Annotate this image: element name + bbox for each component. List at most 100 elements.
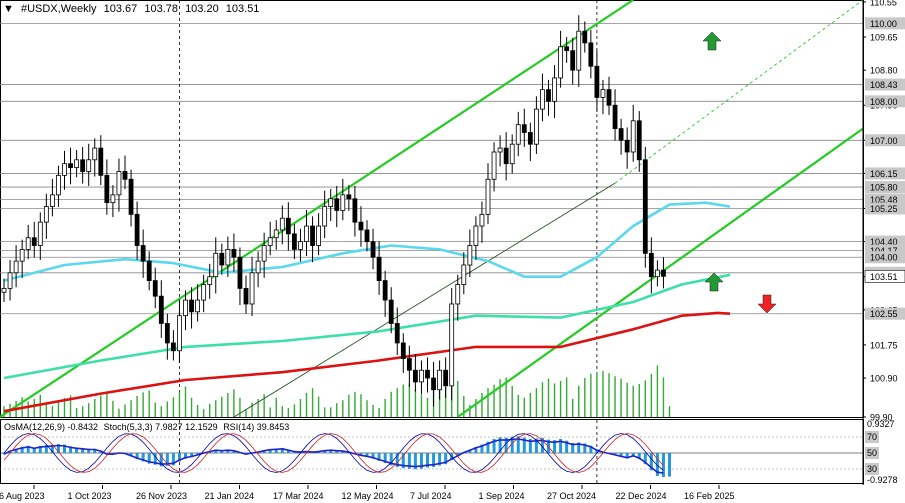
candle — [285, 202, 291, 251]
candle — [62, 150, 67, 190]
current-price-label: 103.51 — [870, 272, 898, 282]
candle-body — [455, 284, 461, 305]
candle-body — [1, 287, 7, 293]
candle — [382, 270, 388, 317]
candle — [352, 185, 358, 237]
candle — [443, 357, 449, 398]
candle-body — [267, 237, 273, 246]
subwindow-level-tag — [865, 431, 879, 443]
candle — [376, 241, 382, 296]
candle-body — [170, 342, 176, 352]
candle — [467, 229, 473, 278]
candle-body — [255, 260, 261, 274]
candle — [540, 73, 545, 122]
candle-body — [364, 229, 370, 243]
current-price-tag — [864, 270, 905, 283]
candle — [170, 330, 176, 361]
candle-body — [322, 206, 328, 227]
level-price-label: 106.15 — [870, 169, 898, 179]
ema-line-slow — [3, 311, 731, 413]
candle — [25, 224, 31, 260]
candle — [219, 243, 225, 275]
time-tick-label: 22 Dec 2024 — [616, 491, 667, 501]
triangle-down-icon[interactable]: ▼ — [3, 3, 14, 15]
candle-body — [491, 151, 497, 180]
time-tick-label: 1 Sep 2024 — [479, 491, 525, 501]
candle-body — [189, 299, 194, 313]
candle — [449, 288, 455, 401]
candle-body — [201, 284, 207, 301]
candle — [515, 111, 521, 157]
candle — [80, 146, 86, 184]
stoch-signal-line — [3, 433, 664, 473]
candle-body — [558, 46, 563, 79]
candle — [431, 362, 436, 407]
candle — [636, 111, 642, 172]
osma-label: OsMA(12,26,9) -0.8432 — [4, 422, 99, 432]
level-price-label: 110.00 — [870, 19, 897, 29]
candle-body — [425, 369, 430, 379]
subwindow-labels: OsMA(12,26,9) -0.8432 Stoch(5,3,3) 7.982… — [4, 422, 292, 432]
level-price-label: 108.00 — [870, 97, 898, 107]
candle-body — [80, 159, 86, 172]
candle — [461, 252, 467, 295]
candle — [273, 220, 279, 250]
candle-body — [594, 65, 600, 98]
low-value: 103.20 — [185, 3, 219, 15]
candle — [68, 147, 73, 185]
level-price-tag — [865, 181, 905, 194]
candle — [237, 247, 243, 306]
candle-body — [146, 260, 152, 281]
time-tick-label: 27 Oct 2024 — [547, 491, 596, 501]
subwindow-axis-label: 70 — [867, 432, 877, 442]
stoch-main-line — [3, 433, 664, 473]
candle — [201, 274, 207, 313]
level-price-label: 108.43 — [870, 80, 898, 90]
candle-body — [655, 269, 660, 278]
candlesticks — [1, 15, 666, 407]
candle — [261, 232, 267, 278]
candle-body — [25, 237, 31, 250]
candle — [558, 30, 563, 88]
candle-body — [600, 89, 606, 98]
price-tick-label: 109.65 — [870, 33, 898, 43]
candle — [655, 260, 660, 287]
level-price-tag — [865, 251, 905, 264]
candle — [249, 256, 255, 317]
oscillator-subwindow — [0, 419, 864, 484]
candle-body — [225, 249, 231, 266]
candle-body — [104, 174, 110, 204]
rsi-line — [3, 438, 664, 474]
candle — [334, 185, 340, 228]
candle — [419, 360, 424, 395]
candle — [527, 122, 533, 161]
level-price-tag — [865, 202, 905, 215]
candle-body — [110, 194, 116, 204]
candle — [412, 354, 418, 392]
open-value: 103.67 — [103, 3, 138, 15]
candle-body — [576, 30, 582, 71]
candle — [74, 150, 79, 178]
candle-body — [207, 276, 213, 285]
candle-body — [285, 217, 291, 235]
candle — [86, 143, 92, 186]
candle-body — [13, 260, 19, 274]
candle — [340, 178, 346, 221]
level-price-label: 104.17 — [870, 246, 898, 256]
price-tick-label: 99.90 — [870, 413, 893, 423]
candle-body — [527, 132, 533, 145]
candle — [370, 228, 376, 270]
price-axis: 110.55109.65108.80107.90107.00106.15105.… — [862, 0, 905, 485]
candle — [630, 104, 636, 162]
level-price-label: 105.80 — [870, 183, 898, 193]
close-value: 103.51 — [225, 3, 260, 15]
candle — [618, 118, 624, 155]
level-price-tag — [865, 134, 905, 147]
candle — [485, 163, 491, 225]
candle-body — [461, 264, 467, 285]
signal-arrows — [702, 31, 777, 314]
candle — [92, 138, 98, 177]
candle-body — [346, 194, 352, 200]
candle-body — [388, 299, 394, 324]
candle — [104, 159, 110, 215]
